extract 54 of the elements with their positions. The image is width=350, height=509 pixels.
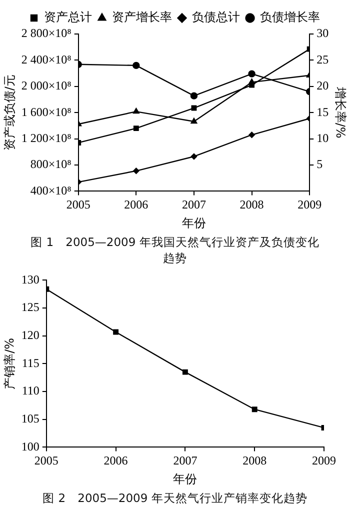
y-tick-label: 120 (21, 328, 40, 342)
legend-label: 负债总计 (192, 10, 240, 24)
point (249, 82, 255, 88)
y2-axis-title: 增长率/% (334, 86, 348, 138)
y-tick-label: 400×10⁸ (30, 183, 72, 198)
point (248, 132, 255, 138)
x-axis-title: 年份 (182, 216, 206, 230)
point (132, 108, 140, 114)
y2-tick-label: 25 (316, 52, 329, 66)
y-tick-label: 2 000×10⁸ (21, 78, 72, 93)
y2-tick-label: 20 (316, 78, 329, 93)
x-tick-label: 2008 (242, 454, 267, 468)
y2-tick-label: 30 (316, 26, 329, 40)
x-tick-label: 2008 (240, 198, 264, 212)
y-tick-label: 110 (22, 384, 40, 398)
point (190, 153, 198, 160)
x-axis-title: 年份 (173, 472, 198, 486)
text: 图 1 2005—2009 年我国天然气行业资产及负债变化趋势 (30, 234, 320, 267)
y2-tick-label: 10 (316, 130, 329, 145)
legend-label: 资产总计 (44, 10, 92, 24)
point (182, 369, 188, 375)
y2-tick-label: 5 (316, 157, 323, 172)
point (190, 118, 198, 124)
y-tick-label: 1 600×10⁸ (21, 104, 72, 119)
y-tick-label: 130 (21, 272, 40, 286)
y-tick-label: 125 (21, 300, 40, 314)
y-tick-label: 800×10⁸ (30, 157, 72, 172)
y-axis-title: 资产或负债/元 (2, 74, 16, 151)
y-tick-label: 115 (22, 356, 40, 370)
point (190, 92, 198, 100)
y-axis-title: 产销率/% (2, 338, 16, 390)
point (132, 62, 140, 70)
point (113, 329, 119, 335)
x-tick-label: 2009 (298, 198, 322, 212)
x-tick-label: 2006 (104, 454, 128, 468)
y-tick-label: 2 800×10⁸ (21, 26, 72, 40)
point (133, 168, 140, 174)
y-tick-label: 105 (21, 412, 40, 426)
x-tick-label: 2007 (182, 198, 206, 212)
y-tick-label: 2 400×10⁸ (21, 52, 72, 66)
x-tick-label: 2006 (124, 198, 148, 212)
x-tick-label: 2009 (312, 454, 336, 468)
point (252, 406, 258, 412)
x-tick-label: 2007 (173, 454, 198, 468)
legend-label: 负债增长率 (260, 10, 320, 24)
x-tick-label: 2005 (66, 198, 90, 212)
legend-label: 资产增长率 (112, 10, 172, 24)
x-tick-label: 2005 (34, 454, 58, 468)
y-tick-label: 1 200×10⁸ (21, 130, 72, 145)
text: 图 2 2005—2009 年天然气行业产销率变化趋势 (42, 490, 308, 507)
y-tick-label: 100 (21, 439, 40, 454)
y2-tick-label: 15 (316, 104, 329, 119)
point (133, 126, 139, 132)
point (248, 70, 256, 78)
